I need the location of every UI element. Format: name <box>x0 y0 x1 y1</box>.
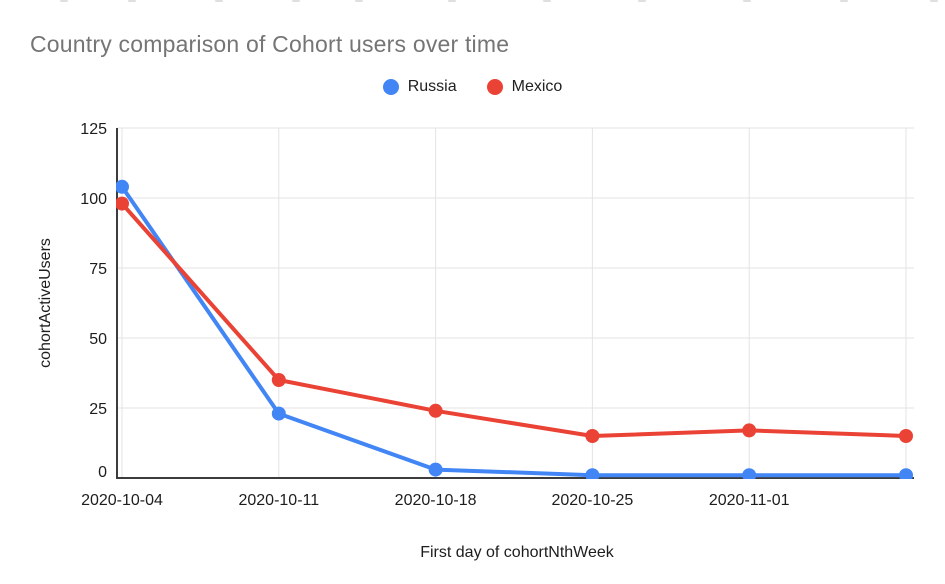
cropped-glyph-artifact <box>638 0 646 2</box>
legend-marker-mexico-icon <box>486 79 503 95</box>
data-point-mexico-5 <box>899 429 913 443</box>
cropped-glyph-artifact <box>355 0 363 2</box>
cropped-glyph-artifact <box>292 0 300 2</box>
legend-marker-russia-icon <box>382 79 399 95</box>
cropped-glyph-artifact <box>448 0 456 2</box>
y-tick-label-75: 75 <box>89 261 107 278</box>
cropped-glyph-artifact <box>930 0 938 2</box>
series-line-russia <box>120 184 908 478</box>
x-tick-label-0: 2020-10-04 <box>81 492 163 509</box>
cropped-glyph-artifact <box>743 0 751 2</box>
y-tick-label-0: 0 <box>98 464 107 481</box>
data-point-russia-0 <box>116 179 129 194</box>
y-axis-title: cohortActiveUsers <box>37 238 54 368</box>
data-point-russia-2 <box>428 462 443 477</box>
x-axis-title: First day of cohortNthWeek <box>420 544 614 561</box>
cropped-glyph-artifact <box>543 0 551 2</box>
cropped-glyph-artifact <box>60 0 68 2</box>
data-point-russia-1 <box>271 406 286 421</box>
y-tick-label-25: 25 <box>89 401 107 418</box>
x-tick-label-4: 2020-11-01 <box>709 492 790 509</box>
legend-label-mexico: Mexico <box>511 78 563 95</box>
x-tick-label-1: 2020-10-11 <box>238 492 319 509</box>
x-tick-label-3: 2020-10-25 <box>551 492 633 509</box>
cropped-glyph-artifact <box>840 0 848 2</box>
cropped-glyph-artifact <box>128 0 136 2</box>
chart-title: Country comparison of Cohort users over … <box>30 31 510 57</box>
y-tick-label-125: 125 <box>80 121 107 138</box>
data-point-russia-5 <box>899 468 913 479</box>
data-point-mexico-1 <box>271 373 286 387</box>
x-tick-label-2: 2020-10-18 <box>395 492 477 509</box>
y-tick-label-100: 100 <box>80 191 107 208</box>
legend-item-russia: Russia <box>382 78 457 95</box>
legend-item-mexico: Mexico <box>486 78 563 95</box>
legend-label-russia: Russia <box>407 78 457 95</box>
y-tick-label-50: 50 <box>89 331 107 348</box>
data-point-russia-4 <box>742 468 757 479</box>
cropped-text-artifacts <box>0 0 945 4</box>
data-point-russia-3 <box>585 468 600 479</box>
data-point-mexico-0 <box>116 196 129 211</box>
chart-legend: Russia Mexico <box>0 79 945 95</box>
data-point-mexico-2 <box>428 403 443 418</box>
data-point-mexico-4 <box>742 423 757 438</box>
cropped-glyph-artifact <box>215 0 223 2</box>
series-line-mexico <box>120 201 908 438</box>
data-point-mexico-3 <box>585 429 600 443</box>
